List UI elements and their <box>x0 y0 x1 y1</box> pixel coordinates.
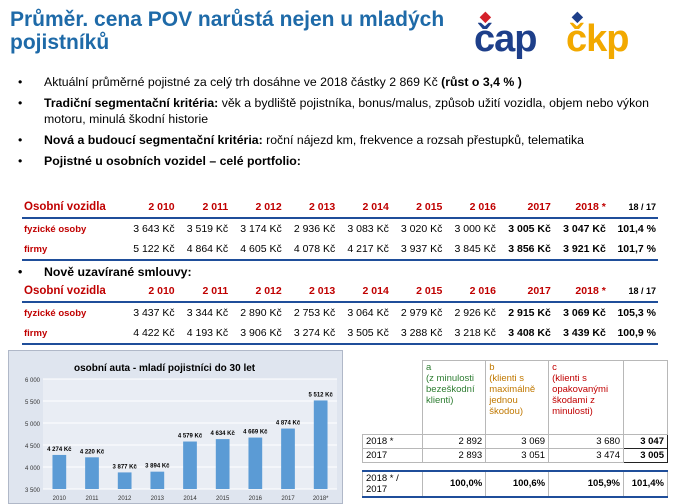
bullet-item: Pojistné u osobních vozidel – celé portf… <box>18 153 658 169</box>
col-a-header: a (z minulosti bezeškodní klienti) <box>421 360 487 435</box>
bullet-list: Aktuální průměrné pojistné za celý trh d… <box>18 74 658 174</box>
y-tick-label: 5 500 <box>25 400 41 406</box>
data-label: 4 874 Kč <box>276 421 301 427</box>
bar <box>183 441 197 489</box>
table-row: 2017 2 893 3 051 3 474 3 005 <box>362 448 668 463</box>
bar <box>150 471 165 489</box>
bullet-item: Tradiční segmentační kritéria: věk a byd… <box>18 95 658 127</box>
table-row: 2018 * / 2017 100,0% 100,6% 105,9% 101,4… <box>362 469 668 498</box>
table-header-row: Osobní vozidla 2 010 2 011 2 012 2 013 2… <box>22 197 658 219</box>
table-row: firmy 5 122 Kč 4 864 Kč 4 605 Kč 4 078 K… <box>22 239 658 261</box>
chart-title: osobní auta - mladí pojistníci do 30 let <box>74 363 256 374</box>
data-label: 3 894 Kč <box>145 464 170 470</box>
cap-logo: čap <box>474 18 537 60</box>
data-label: 4 220 Kč <box>80 449 105 455</box>
bar <box>52 454 67 489</box>
table-row: fyzické osoby 3 643 Kč 3 519 Kč 3 174 Kč… <box>24 223 656 235</box>
x-tick-label: 2015 <box>216 496 230 502</box>
chart-svg: 3 500 4 000 4 500 5 000 5 500 6 000 osobní aut… <box>25 363 337 502</box>
bar <box>313 400 328 489</box>
page-title: Průměr. cena POV narůstá nejen u mladých… <box>10 8 445 54</box>
y-tick-label: 6 000 <box>25 378 41 384</box>
data-label: 5 512 Kč <box>308 392 333 398</box>
data-label: 4 274 Kč <box>47 447 72 453</box>
data-label: 4 579 Kč <box>178 434 203 440</box>
table-row: firmy 4 422 Kč 4 193 Kč 3 906 Kč 3 274 K… <box>22 323 658 345</box>
y-tick-label: 4 500 <box>25 444 41 450</box>
bar <box>85 457 99 489</box>
young-drivers-chart: 3 500 4 000 4 500 5 000 5 500 6 000 osobní aut… <box>8 350 343 504</box>
y-tick-label: 4 000 <box>25 466 41 472</box>
x-tick-label: 2010 <box>53 496 67 502</box>
x-tick-label: 2018* <box>313 496 329 502</box>
hacek-blue-icon: ◆ <box>572 8 583 24</box>
col-c-header: c (klienti s opakovanými škodami z minul… <box>548 360 624 435</box>
x-tick-label: 2017 <box>281 496 295 502</box>
bullet-item: Nová a budoucí segmentační kritéria: roč… <box>18 132 658 148</box>
bullet-item: Aktuální průměrné pojistné za celý trh d… <box>18 74 658 90</box>
ckp-logo: čkp <box>566 18 629 60</box>
logos: ◆ čap ◆ čkp <box>470 6 660 60</box>
risk-class-table: a (z minulosti bezeškodní klienti) b (kl… <box>362 360 668 498</box>
portfolio-table: Osobní vozidla 2 010 2 011 2 012 2 013 2… <box>22 197 658 261</box>
hacek-red-icon: ◆ <box>480 8 491 24</box>
new-contracts-table: Osobní vozidla 2 010 2 011 2 012 2 013 2… <box>22 281 658 345</box>
bar <box>117 472 132 489</box>
data-label: 4 669 Kč <box>243 430 268 436</box>
x-tick-label: 2014 <box>183 496 197 502</box>
data-label: 3 877 Kč <box>112 464 137 470</box>
bar <box>215 439 230 489</box>
y-tick-label: 3 500 <box>25 488 41 494</box>
table-header-row: Osobní vozidla 2 010 2 011 2 012 2 013 2… <box>22 281 658 303</box>
y-tick-label: 5 000 <box>25 422 41 428</box>
x-tick-label: 2016 <box>249 496 263 502</box>
table-row: 2018 * 2 892 3 069 3 680 3 047 <box>362 434 668 449</box>
col-b-header: b (klienti s maximálně jednou škodou) <box>485 360 550 435</box>
bar <box>248 437 263 489</box>
data-label: 4 634 Kč <box>210 431 235 437</box>
x-tick-label: 2012 <box>118 496 132 502</box>
x-tick-label: 2013 <box>151 496 165 502</box>
table-header-row: a (z minulosti bezeškodní klienti) b (kl… <box>362 360 668 435</box>
bar <box>281 428 295 489</box>
x-tick-label: 2011 <box>86 496 100 502</box>
table-row: fyzické osoby 3 437 Kč 3 344 Kč 2 890 Kč… <box>24 307 656 319</box>
